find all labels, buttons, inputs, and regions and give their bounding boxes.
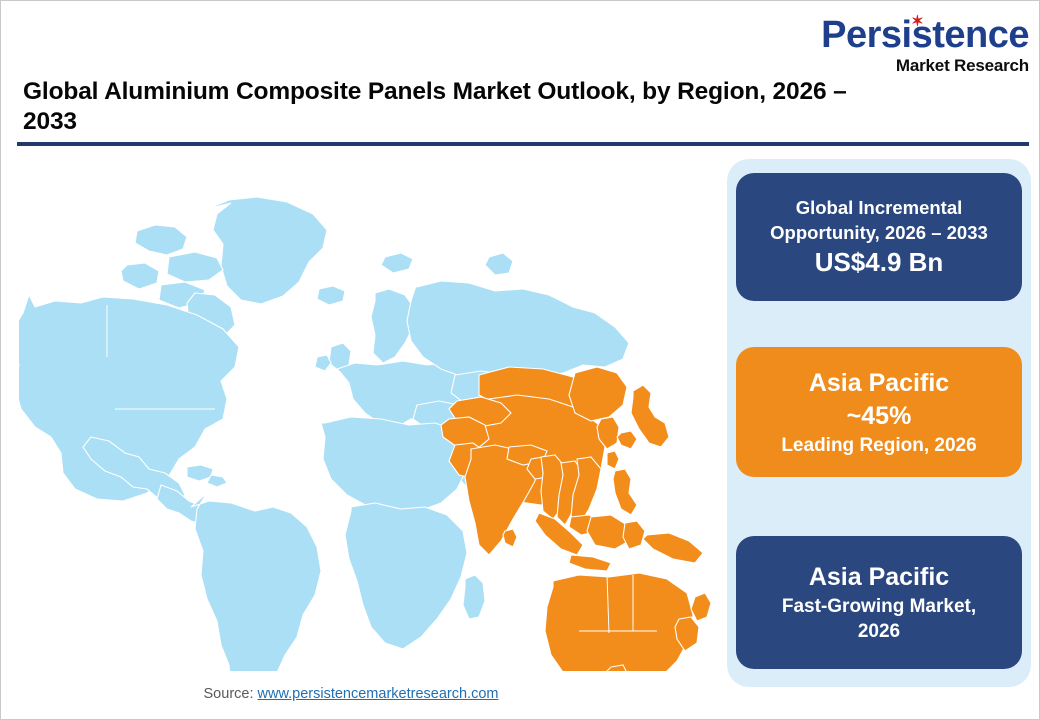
kpi-card-1-line1: Global Incremental <box>795 197 963 218</box>
border-north-america-internal <box>106 305 215 410</box>
country-new-zealand-south <box>674 616 700 652</box>
country-new-zealand-north <box>690 592 712 622</box>
world-map <box>19 161 719 671</box>
country-indonesia-borneo <box>586 514 630 550</box>
region-hispaniola <box>206 474 228 488</box>
country-indonesia-sulawesi <box>622 520 646 550</box>
country-australia <box>544 572 694 671</box>
kpi-card-2-region: Asia Pacific <box>808 368 950 397</box>
brand-name: Persistence ✶ <box>821 13 1029 56</box>
kpi-card-3-region: Asia Pacific <box>808 563 950 591</box>
country-philippines <box>612 468 638 516</box>
country-tasmania <box>606 664 627 671</box>
kpi-card-1-line2: Opportunity, 2026 – 2033 <box>770 222 988 243</box>
border-australia-states <box>579 574 657 634</box>
region-greenland <box>206 196 328 305</box>
country-taiwan <box>606 450 620 470</box>
kpi-card-1-value: US$4.9 Bn <box>814 247 944 277</box>
country-sri-lanka <box>502 528 518 548</box>
region-north-africa <box>320 416 472 514</box>
region-svalbard <box>380 252 414 274</box>
map-base-regions <box>19 196 630 671</box>
source-line: Source: www.persistencemarketresearch.co… <box>1 686 701 702</box>
source-link[interactable]: www.persistencemarketresearch.com <box>257 686 499 702</box>
region-madagascar <box>462 574 486 620</box>
region-iceland <box>316 285 346 306</box>
country-northeast-china <box>568 366 628 422</box>
region-south-america <box>190 492 322 671</box>
map-internal-borders <box>106 305 657 634</box>
kpi-card-fast-growing-market[interactable]: Asia Pacific Fast-Growing Market, 2026 <box>736 536 1022 669</box>
brand-logo: Persistence ✶ Market Research <box>807 13 1029 77</box>
region-arctic-island-2 <box>166 251 224 283</box>
kpi-card-global-incremental-opportunity[interactable]: Global Incremental Opportunity, 2026 – 2… <box>736 173 1022 301</box>
page-title: Global Aluminium Composite Panels Market… <box>23 78 847 135</box>
region-ireland <box>314 354 332 372</box>
country-japan <box>630 384 670 448</box>
source-label: Source: <box>203 686 258 702</box>
brand-name-text: Persistence <box>821 14 1029 56</box>
world-map-svg <box>19 196 712 671</box>
map-highlighted-regions-asia-pacific <box>440 366 712 671</box>
brand-tagline: Market Research <box>895 56 1029 75</box>
kpi-card-2-caption: Leading Region, 2026 <box>781 434 977 456</box>
kpi-card-2-share: ~45% <box>846 401 912 430</box>
region-arctic-island-3 <box>120 262 160 290</box>
country-indonesia-java <box>568 554 612 572</box>
kpi-card-leading-region[interactable]: Asia Pacific ~45% Leading Region, 2026 <box>736 347 1022 477</box>
country-japan-south <box>616 430 638 450</box>
region-russia <box>406 280 630 382</box>
region-canadian-arctic <box>134 224 188 256</box>
region-sub-saharan-africa <box>344 502 468 650</box>
region-scandinavia <box>370 288 416 364</box>
kpi-card-3-year: 2026 <box>857 621 901 642</box>
kpi-panel: Global Incremental Opportunity, 2026 – 2… <box>727 159 1031 687</box>
region-novaya-zemlya <box>484 252 514 276</box>
kpi-card-3-caption: Fast-Growing Market, <box>781 596 977 617</box>
country-korea <box>596 416 620 450</box>
asterisk-icon: ✶ <box>911 13 924 30</box>
country-papua <box>642 532 704 564</box>
title-divider <box>17 142 1029 146</box>
